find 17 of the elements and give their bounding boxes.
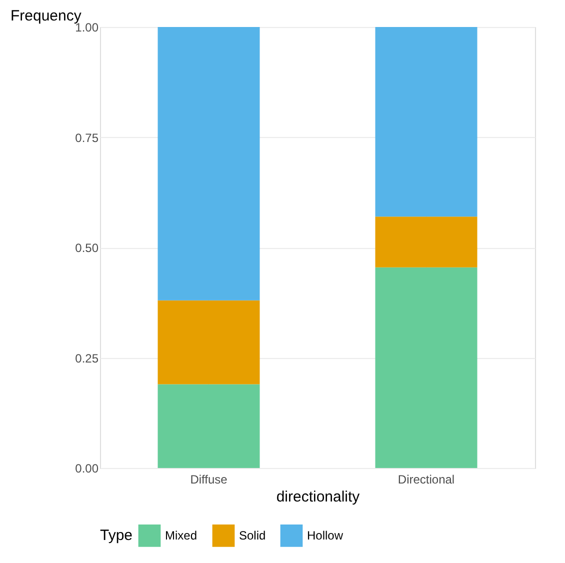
bar xyxy=(158,27,260,300)
bar xyxy=(158,384,260,468)
bar xyxy=(375,216,478,268)
y-tick-label: 0.25 xyxy=(75,351,99,366)
legend-label: Solid xyxy=(239,528,266,543)
legend-label: Mixed xyxy=(165,528,198,543)
x-tick-label: Directional xyxy=(398,472,455,486)
bar xyxy=(158,300,260,384)
x-tick-label: Diffuse xyxy=(190,472,228,486)
legend-title: Type xyxy=(100,527,133,544)
x-axis-title: directionality xyxy=(276,488,360,506)
y-tick-label: 0.00 xyxy=(75,462,99,476)
bar xyxy=(375,27,478,217)
legend-label: Hollow xyxy=(307,528,344,543)
y-tick-label: 0.75 xyxy=(75,130,99,145)
y-tick-label: 0.50 xyxy=(75,241,99,255)
bar xyxy=(375,267,478,468)
